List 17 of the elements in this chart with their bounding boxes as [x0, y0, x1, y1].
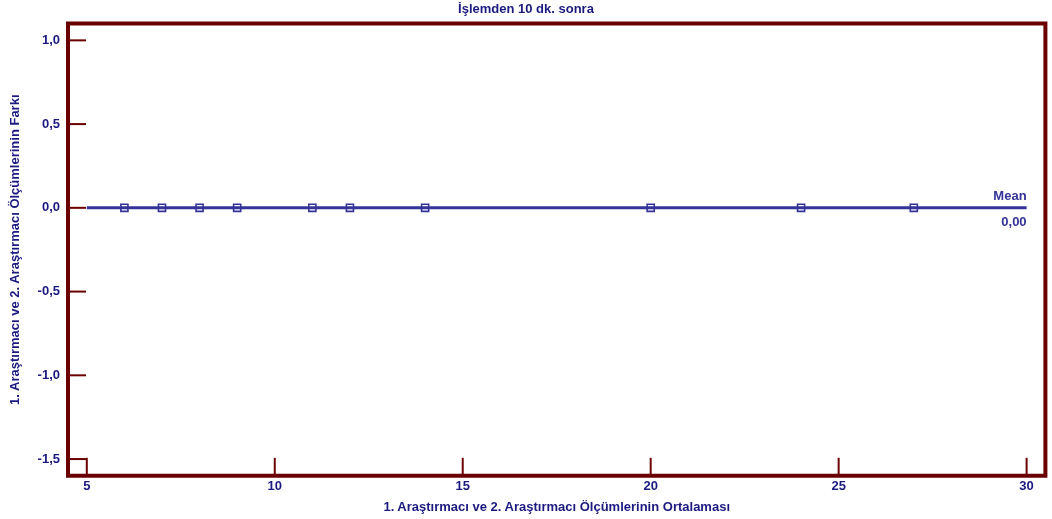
annotation: 0,00 — [1001, 213, 1027, 229]
y-tick-label: 0,5 — [41, 115, 60, 131]
x-tick-label: 25 — [831, 478, 846, 494]
x-tick-label: 30 — [1019, 478, 1034, 494]
x-tick-label: 20 — [643, 478, 658, 494]
x-tick-label: 5 — [83, 478, 91, 494]
y-tick-label: 1,0 — [41, 31, 60, 47]
y-axis-title: 1. Araştırmacı ve 2. Araştırmacı Ölçümlerinin Farkı — [7, 94, 23, 405]
y-tick-label: -0,5 — [37, 283, 60, 299]
chart-title: İşlemden 10 dk. sonra — [458, 1, 595, 17]
x-tick-label: 10 — [267, 478, 282, 494]
y-tick-label: -1,0 — [37, 366, 60, 382]
x-tick-label: 15 — [455, 478, 470, 494]
y-tick-label: -1,5 — [37, 450, 60, 466]
ref-line-label: Mean — [993, 187, 1027, 203]
y-tick-label: 0,0 — [41, 199, 60, 215]
x-axis-title: 1. Araştırmacı ve 2. Araştırmacı Ölçümlerinin Ortalaması — [383, 498, 730, 514]
